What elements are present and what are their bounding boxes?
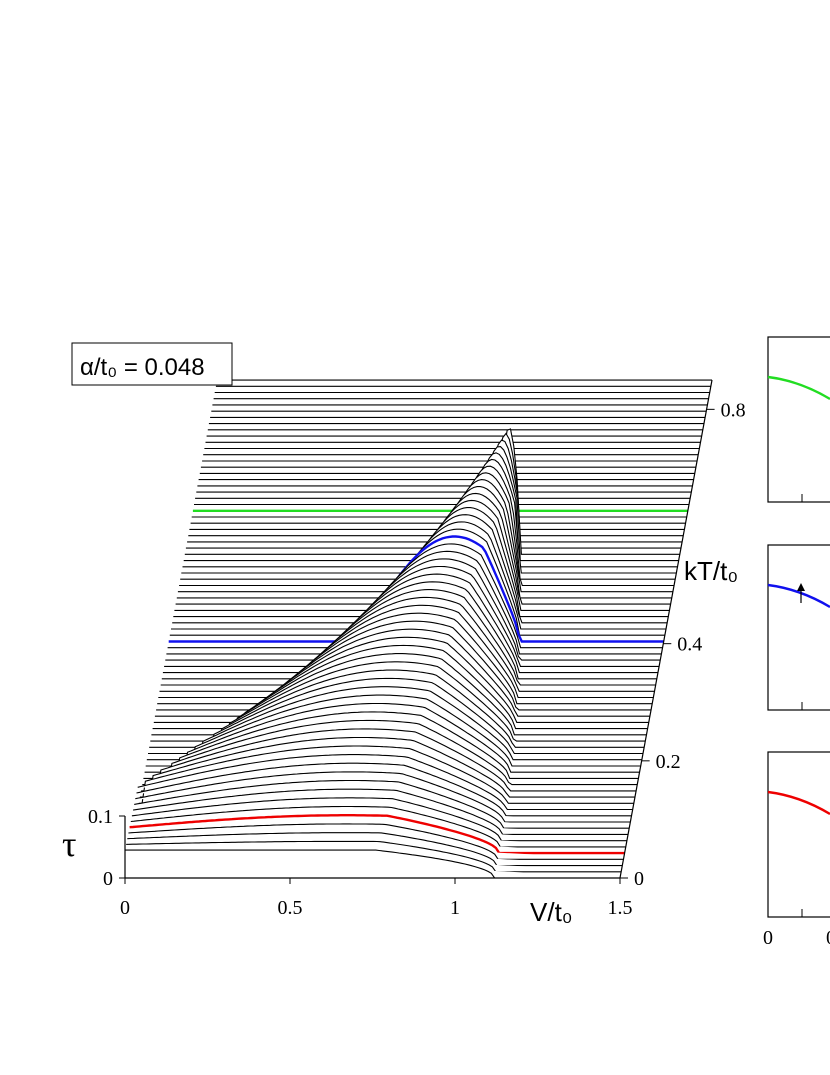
z-tick-label: 0.8: [721, 399, 746, 421]
surface-curve: [185, 432, 681, 549]
arrow-head-icon: [797, 583, 805, 591]
surface-axes: [124, 379, 713, 879]
x-tick-label: 1: [450, 897, 460, 919]
side-panels: 00: [763, 336, 830, 949]
z-tick-label: 0: [634, 868, 644, 890]
z-axis-label: kT/t₀: [684, 556, 738, 586]
side-x-tick-label: 0: [763, 927, 773, 949]
side-panel-frame: [767, 544, 830, 711]
z-tick-label: 0.2: [656, 751, 681, 773]
x-axis-label: V/t₀: [530, 897, 573, 927]
side-panel-curve: [767, 583, 830, 609]
y-tick-label: 0.1: [88, 806, 113, 828]
z-tick-label: 0.4: [677, 634, 702, 656]
z-axis-line: [619, 379, 713, 879]
side-panel-curve: [767, 790, 830, 816]
surface-curves: [125, 379, 712, 879]
x-tick-label: 0.5: [278, 897, 303, 919]
x-tick-label: 0: [120, 897, 130, 919]
side-panel-frame: [767, 336, 830, 503]
axis-tick-labels: 0 0.5 1 1.500.100.20.40.8: [88, 399, 746, 919]
annotation-box: [71, 342, 233, 386]
alpha-annotation: α/t₀ = 0.048: [80, 354, 205, 381]
side-panel-frame: [767, 751, 830, 918]
side-x-tick-label: 0: [826, 927, 830, 949]
y-axis-label: τ: [62, 824, 76, 864]
side-panel-curve: [767, 375, 830, 401]
y-tick-label: 0: [103, 868, 113, 890]
x-tick-label: 1.5: [608, 897, 633, 919]
